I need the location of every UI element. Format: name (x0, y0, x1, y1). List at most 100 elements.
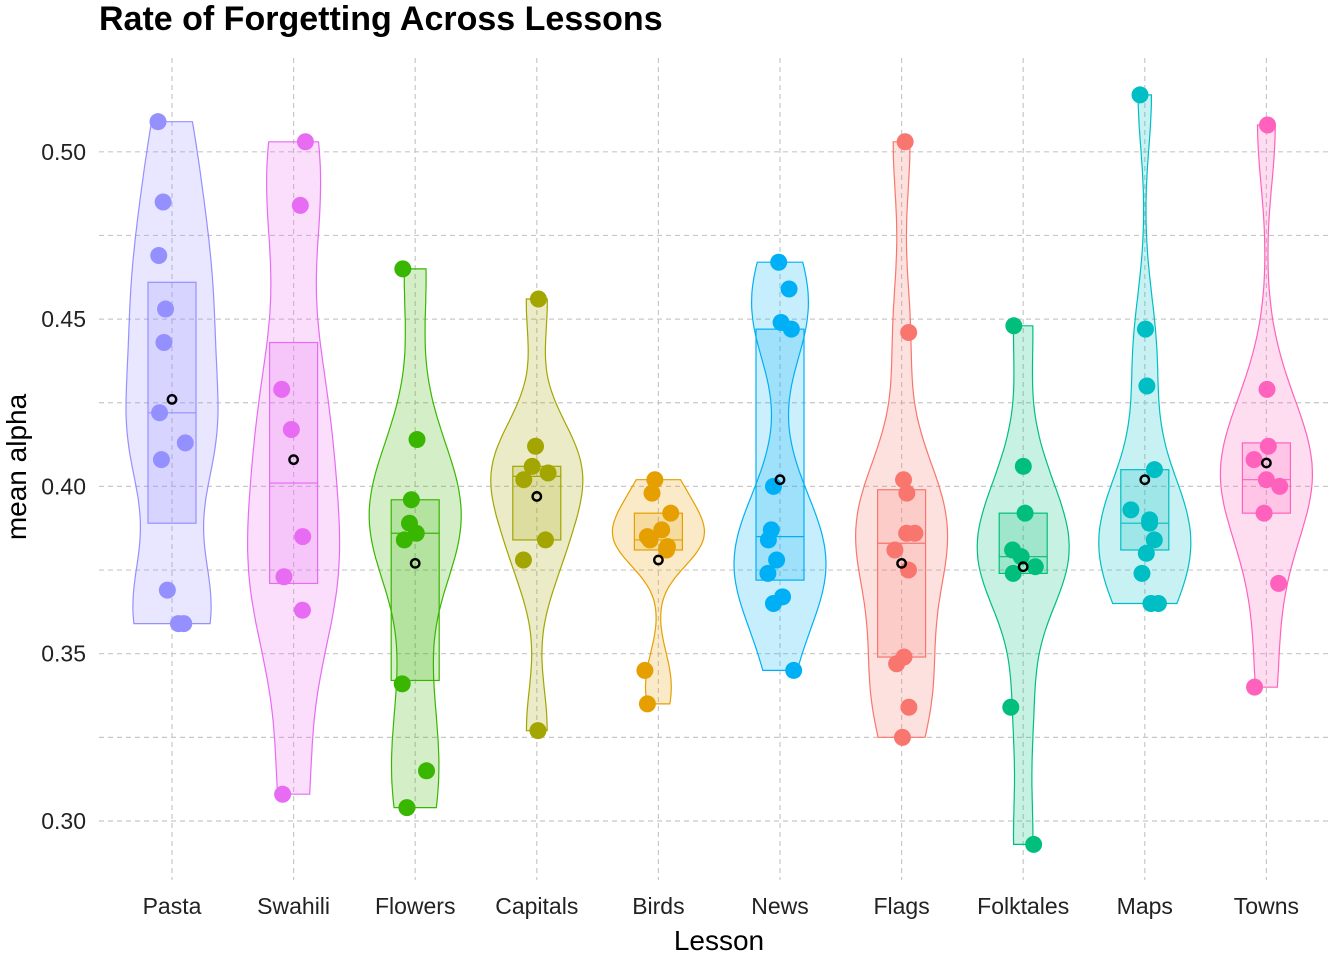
y-tick-label: 0.30 (41, 808, 86, 834)
violin-group-capitals (490, 290, 584, 740)
data-point (900, 323, 918, 341)
data-point (150, 247, 168, 265)
data-point (643, 484, 661, 502)
data-point (395, 531, 413, 549)
violin-group-maps (1098, 86, 1192, 613)
violin-group-pasta (125, 113, 219, 633)
violin-group-birds (611, 471, 705, 713)
data-point (1016, 504, 1034, 522)
data-point (536, 531, 554, 549)
data-point (886, 541, 904, 559)
data-point (759, 531, 777, 549)
data-point (658, 541, 676, 559)
violin (976, 325, 1070, 845)
data-point (1002, 698, 1020, 716)
x-tick-label: Flags (873, 893, 929, 919)
data-point (1271, 477, 1289, 495)
data-point (393, 675, 411, 693)
x-tick-label: Towns (1234, 893, 1299, 919)
data-point (764, 477, 782, 495)
data-point (1012, 548, 1030, 566)
mean-marker (1139, 474, 1151, 486)
data-point (653, 521, 671, 539)
x-tick-label: Folktales (977, 893, 1069, 919)
mean-marker (166, 394, 178, 405)
violin (733, 261, 827, 671)
data-point (1257, 471, 1275, 489)
data-point (1005, 317, 1023, 335)
data-point (176, 434, 194, 452)
data-point (158, 581, 176, 599)
violin (854, 141, 949, 738)
mean-marker (288, 454, 299, 466)
x-tick-label: Pasta (143, 893, 202, 919)
x-tick-label: Flowers (375, 893, 456, 919)
violin (1219, 124, 1314, 688)
data-point (641, 531, 659, 549)
data-point (1137, 544, 1155, 562)
data-point (1245, 451, 1263, 469)
data-point (539, 464, 557, 482)
violin-group-flowers (368, 260, 462, 817)
data-point (1145, 461, 1163, 479)
violin (490, 298, 584, 732)
data-point (1025, 835, 1043, 853)
data-point (1270, 574, 1288, 592)
data-point (296, 133, 314, 151)
data-point (529, 290, 547, 308)
data-point (1122, 501, 1140, 519)
data-point (154, 193, 172, 211)
data-point (898, 524, 916, 542)
data-point (1133, 564, 1151, 582)
y-tick-label: 0.45 (41, 306, 86, 332)
data-point (1259, 116, 1277, 134)
chart-title: Rate of Forgetting Across Lessons (99, 0, 663, 38)
data-point (768, 551, 786, 569)
mean-marker (1017, 561, 1029, 573)
y-axis-title: mean alpha (1, 393, 32, 540)
data-point (898, 484, 916, 502)
data-point (785, 661, 803, 679)
data-point (514, 551, 532, 569)
x-tick-label: Maps (1117, 893, 1173, 919)
data-point (1255, 504, 1273, 522)
data-point (895, 471, 913, 489)
x-tick-label: News (751, 893, 809, 919)
data-point (294, 528, 312, 546)
data-point (1131, 86, 1149, 104)
data-point (1258, 380, 1276, 398)
data-point (527, 437, 545, 455)
data-point (273, 380, 291, 398)
y-tick-label: 0.40 (41, 473, 86, 499)
data-point (149, 113, 167, 131)
violin (611, 479, 705, 705)
data-point (636, 661, 654, 679)
data-point (1141, 514, 1159, 532)
mean-marker (531, 491, 543, 502)
data-point (1259, 437, 1277, 455)
data-point (1026, 558, 1044, 576)
data-point (896, 133, 914, 151)
mean-marker (774, 474, 786, 486)
x-tick-label: Swahili (257, 893, 330, 919)
data-point (152, 451, 170, 469)
data-point (1136, 320, 1154, 338)
data-point (155, 334, 173, 352)
violin (247, 141, 341, 795)
data-point (782, 320, 800, 338)
mean-marker (653, 554, 664, 566)
data-point (1246, 678, 1264, 696)
data-point (899, 561, 917, 579)
mean-marker (409, 557, 421, 569)
data-point (759, 564, 777, 582)
data-point (408, 431, 426, 449)
data-point (523, 457, 541, 475)
data-point (662, 504, 680, 522)
y-tick-label: 0.35 (41, 641, 86, 667)
data-point (1145, 531, 1163, 549)
data-point (529, 722, 547, 740)
violin-group-folktales (976, 317, 1070, 853)
data-point (900, 698, 918, 716)
grid (99, 58, 1330, 880)
data-point (169, 615, 187, 633)
